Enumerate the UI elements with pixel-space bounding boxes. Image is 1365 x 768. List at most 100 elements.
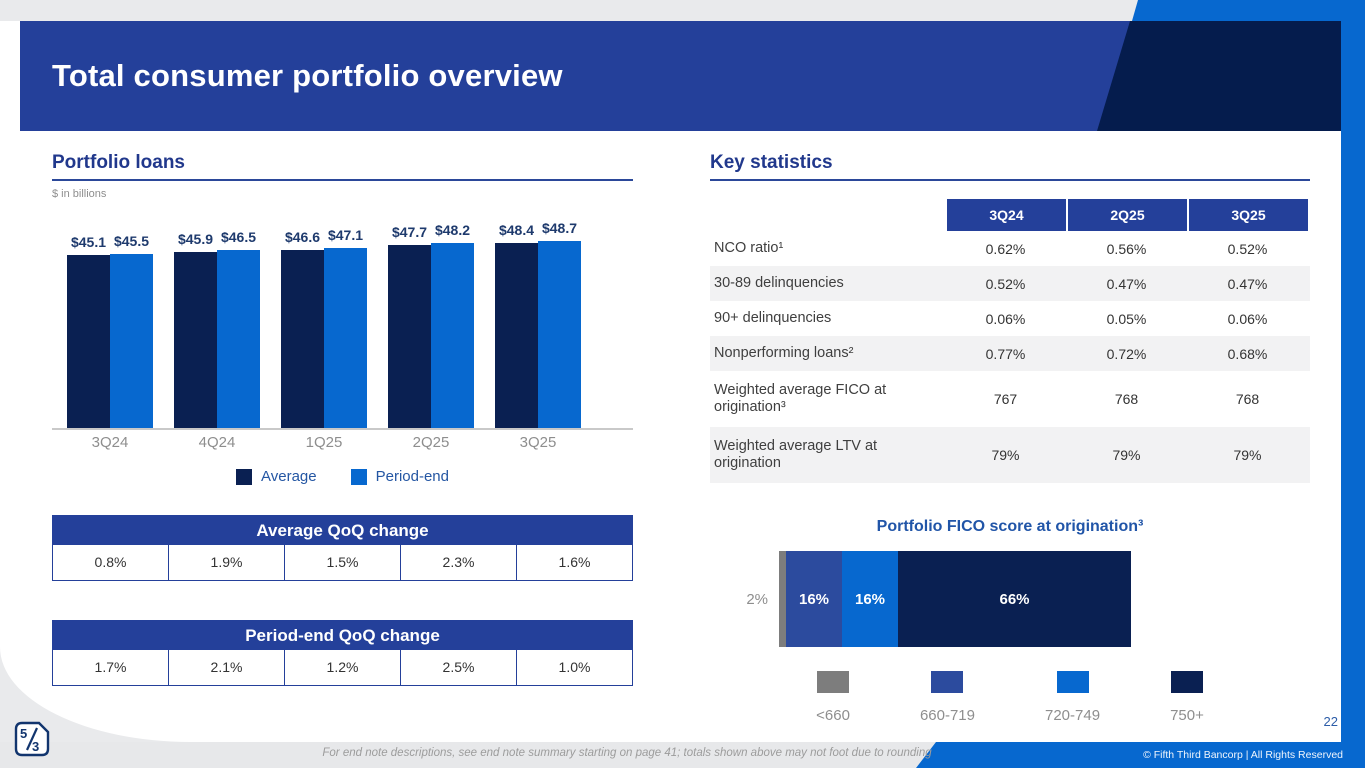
- footer-blue-bar: [916, 742, 1365, 768]
- fico-legend-label: <660: [816, 707, 850, 724]
- stats-column-header: 3Q25: [1187, 199, 1308, 231]
- stats-column-header: 2Q25: [1066, 199, 1187, 231]
- qoq-value-cell: 1.6%: [516, 545, 632, 580]
- stats-value-cell: 0.06%: [985, 310, 1026, 327]
- title-banner: Total consumer portfolio overview: [20, 21, 1341, 131]
- x-axis-label: 3Q25: [519, 434, 557, 451]
- bar-with-label: $47.1: [324, 227, 367, 428]
- bar-with-label: $48.4: [495, 222, 538, 428]
- stats-row-label: 30-89 delinquencies: [714, 274, 844, 291]
- stats-value-cell: 0.47%: [1106, 275, 1147, 292]
- bar: [217, 250, 260, 428]
- copyright-text: © Fifth Third Bancorp | All Rights Reser…: [1143, 749, 1343, 761]
- fico-legend-label: 720-749: [1045, 707, 1101, 724]
- bar: [110, 254, 153, 428]
- stats-value-cell: 0.68%: [1227, 345, 1268, 362]
- qoq-value-cell: 1.5%: [284, 545, 400, 580]
- bar-value-label: $46.5: [220, 229, 257, 245]
- bar: [495, 243, 538, 428]
- stats-value-cell: 0.77%: [985, 345, 1026, 362]
- stats-value-cell: 767: [993, 391, 1018, 407]
- bar: [538, 241, 581, 428]
- bar: [388, 245, 431, 428]
- period-end-qoq-title: Period-end QoQ change: [53, 621, 632, 650]
- x-axis-label: 3Q24: [91, 434, 129, 451]
- stats-value-cell: 0.56%: [1106, 240, 1147, 257]
- fico-segment: 16%: [786, 551, 842, 647]
- legend-swatch: [350, 468, 367, 485]
- bar-with-label: $47.7: [388, 224, 431, 428]
- fifth-third-logo-icon: 5 3: [12, 719, 52, 764]
- portfolio-loans-bar-chart: $45.1 $45.5 $45.9 $46.5 $46.6 $47.1 $47.7 $48.2…: [52, 218, 633, 430]
- stats-value-cell: 768: [1235, 391, 1260, 407]
- bar-value-label: $45.5: [113, 233, 150, 249]
- bar-value-label: $47.7: [391, 224, 428, 240]
- bar-value-label: $48.7: [541, 220, 578, 236]
- fico-stacked-bar: 16% 16% 66%: [779, 551, 1131, 647]
- stats-value-cell: 0.72%: [1106, 345, 1147, 362]
- stats-row-label: NCO ratio¹: [714, 239, 784, 256]
- qoq-value-cell: 2.3%: [400, 545, 516, 580]
- heading-rule: [710, 179, 1310, 181]
- average-qoq-title: Average QoQ change: [53, 516, 632, 545]
- stats-row: Nonperforming loans² 0.77% 0.72% 0.68%: [710, 336, 1310, 371]
- stats-value-cell: 0.06%: [1227, 310, 1268, 327]
- key-statistics-table: 3Q24 2Q25 3Q25 NCO ratio¹ 0.62% 0.56% 0.52% 30-…: [710, 199, 1310, 483]
- stats-value-cell: 0.52%: [1227, 240, 1268, 257]
- legend-item: Period-end: [350, 468, 449, 485]
- right-blue-band: [1341, 0, 1365, 768]
- bar-value-label: $45.9: [177, 231, 214, 247]
- bar-with-label: $46.6: [281, 229, 324, 428]
- portfolio-loans-heading: Portfolio loans: [52, 152, 185, 173]
- stats-value-cell: 79%: [1233, 447, 1262, 463]
- qoq-value-cell: 0.8%: [53, 545, 168, 580]
- bar: [174, 252, 217, 428]
- top-gray-strip: [0, 0, 1365, 21]
- qoq-value-cell: 2.1%: [168, 650, 284, 685]
- stats-row: Weighted average FICO at origination³ 767…: [710, 371, 1310, 427]
- legend-item: Average: [236, 468, 317, 485]
- stats-row-label: Weighted average FICO at origination³: [714, 381, 887, 415]
- legend-label: Average: [261, 468, 317, 485]
- bar-group: $48.4 $48.7: [495, 220, 581, 428]
- qoq-value-cell: 1.7%: [53, 650, 168, 685]
- legend-label: Period-end: [375, 468, 449, 485]
- stats-row-label: Nonperforming loans²: [714, 344, 854, 361]
- qoq-value-cell: 2.5%: [400, 650, 516, 685]
- fico-legend-swatch: [931, 671, 964, 693]
- x-axis-label: 1Q25: [305, 434, 343, 451]
- fico-legend-swatch: [1170, 671, 1203, 693]
- bar-value-label: $46.6: [284, 229, 321, 245]
- fico-legend-label: 660-719: [919, 707, 975, 724]
- stats-header-spacer: [710, 199, 945, 231]
- period-end-qoq-table: Period-end QoQ change 1.7% 2.1% 1.2% 2.5% 1.…: [52, 620, 633, 686]
- top-right-blue-sliver: [1132, 0, 1365, 21]
- stats-column-header: 3Q24: [945, 199, 1066, 231]
- bar-value-label: $48.2: [434, 222, 471, 238]
- fico-outside-label: 2%: [746, 590, 768, 608]
- period-end-qoq-values-row: 1.7% 2.1% 1.2% 2.5% 1.0%: [53, 650, 632, 685]
- stats-row: 90+ delinquencies 0.06% 0.05% 0.06%: [710, 301, 1310, 336]
- bar: [281, 250, 324, 428]
- key-statistics-heading: Key statistics: [710, 152, 833, 173]
- stats-value-cell: 79%: [991, 447, 1020, 463]
- page-number: 22: [1323, 714, 1338, 729]
- bar-with-label: $48.2: [431, 222, 474, 428]
- x-axis-label: 2Q25: [412, 434, 450, 451]
- stats-row: 30-89 delinquencies 0.52% 0.47% 0.47%: [710, 266, 1310, 301]
- bar-chart-legend: Average Period-end: [52, 468, 633, 485]
- bar-group: $47.7 $48.2: [388, 222, 474, 428]
- fico-legend-item: <660: [816, 671, 850, 724]
- qoq-value-cell: 1.0%: [516, 650, 632, 685]
- bar-value-label: $47.1: [327, 227, 364, 243]
- stats-row-label: Weighted average LTV at origination: [714, 437, 878, 471]
- stats-row: Weighted average LTV at origination 79% 79…: [710, 427, 1310, 483]
- fico-legend: <660 660-719 720-749 750+: [710, 671, 1310, 724]
- stats-header-row: 3Q24 2Q25 3Q25: [710, 199, 1310, 231]
- fico-legend-swatch: [1056, 671, 1089, 693]
- fico-legend-swatch: [817, 671, 850, 693]
- heading-rule: [52, 179, 633, 181]
- bar: [431, 243, 474, 428]
- bar-with-label: $48.7: [538, 220, 581, 428]
